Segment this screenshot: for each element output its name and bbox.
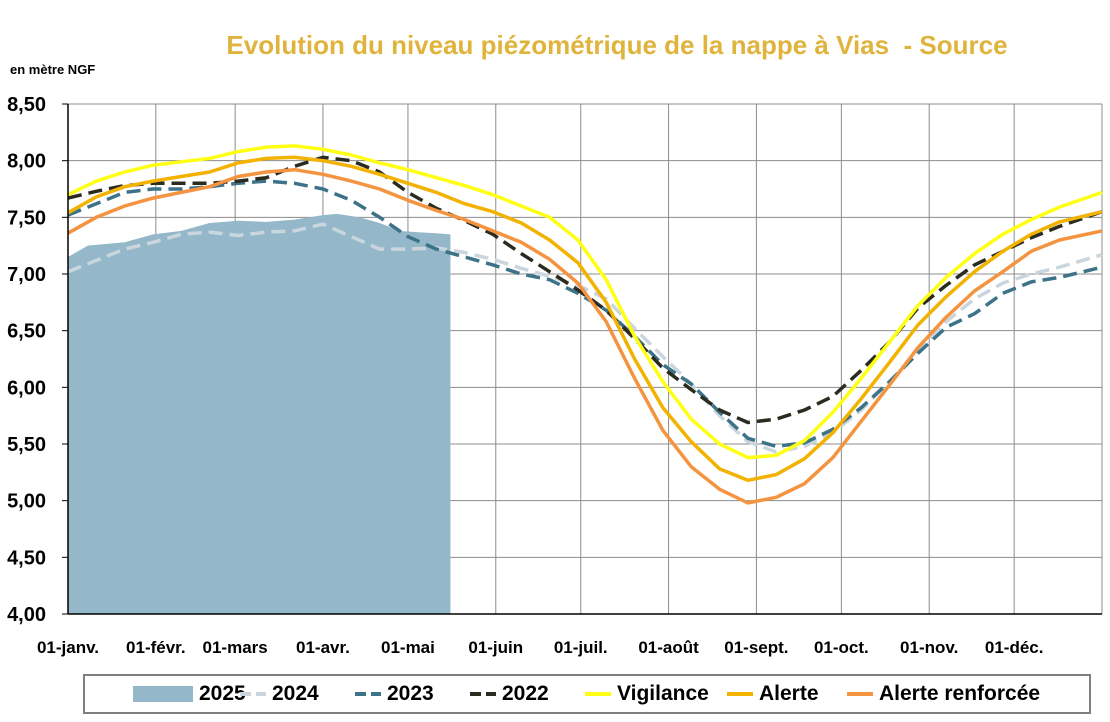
x-tick-label: 01-mai — [381, 638, 435, 657]
series-line-vigilance — [67, 144, 1103, 460]
y-tick-label: 8,50 — [7, 94, 46, 116]
y-tick-label: 8,00 — [7, 151, 46, 173]
legend-item-alerte: Alerte — [727, 676, 819, 712]
y-tick-label: 4,00 — [7, 604, 46, 626]
legend-swatch-vigilance — [585, 692, 611, 696]
chart-plot: 4,00 4,50 5,00 5,50 6,00 6,50 7,00 7,50 8,00 8,50… — [7, 94, 1103, 657]
legend-label-alerte-renforcee: Alerte renforcée — [879, 682, 1041, 705]
y-tick-label: 5,00 — [7, 491, 46, 513]
x-tick-label: 01-nov. — [900, 638, 958, 657]
legend-item-2024: 2024 — [240, 676, 319, 712]
legend-item-vigilance: Vigilance — [585, 676, 709, 712]
y-tick-label: 6,00 — [7, 377, 46, 399]
legend-item-2022: 2022 — [470, 676, 549, 712]
legend-swatch-alerte — [727, 692, 753, 696]
legend-label-2025: 2025 — [199, 682, 246, 705]
chart-title: Evolution du niveau piézométrique de la … — [226, 30, 1008, 60]
legend-item-2025: 2025 — [133, 676, 246, 712]
y-tick-label: 6,50 — [7, 321, 46, 343]
legend-label-2024: 2024 — [272, 682, 319, 705]
x-tick-label: 01-févr. — [126, 638, 186, 657]
x-tick-label: 01-juil. — [554, 638, 608, 657]
x-tick-label: 01-mars — [203, 638, 268, 657]
x-tick-label: 01-août — [638, 638, 699, 657]
legend-label-alerte: Alerte — [759, 682, 819, 705]
y-tick-label: 5,50 — [7, 434, 46, 456]
legend-swatch-2024 — [240, 692, 266, 696]
x-tick-label: 01-oct. — [814, 638, 869, 657]
series-line-2022 — [67, 155, 1103, 425]
x-tick-label: 01-avr. — [296, 638, 350, 657]
series-line-2023 — [67, 179, 1103, 449]
y-tick-label: 7,00 — [7, 264, 46, 286]
chart-legend: 2025 2024 2023 2022 Vigilance Alerte Ale… — [83, 674, 1091, 714]
legend-item-alerte-renforcee: Alerte renforcée — [847, 676, 1040, 712]
legend-swatch-2025 — [133, 686, 193, 702]
x-tick-label: 01-janv. — [37, 638, 99, 657]
legend-item-2023: 2023 — [355, 676, 434, 712]
legend-swatch-2022 — [470, 692, 496, 696]
legend-label-2023: 2023 — [387, 682, 434, 705]
y-tick-label: 7,50 — [7, 207, 46, 229]
series-area-2025 — [68, 213, 451, 614]
legend-swatch-2023 — [355, 692, 381, 696]
legend-swatch-alerte-renforcee — [847, 692, 873, 696]
y-tick-label: 4,50 — [7, 547, 46, 569]
series-line-alerte — [67, 155, 1103, 483]
x-tick-label: 01-déc. — [985, 638, 1044, 657]
x-tick-label: 01-juin — [468, 638, 523, 657]
legend-label-2022: 2022 — [502, 682, 549, 705]
x-tick-label: 01-sept. — [724, 638, 788, 657]
legend-label-vigilance: Vigilance — [617, 682, 709, 705]
y-axis-unit-label: en mètre NGF — [10, 62, 96, 77]
series-line-alerte-renforcée — [67, 167, 1103, 505]
